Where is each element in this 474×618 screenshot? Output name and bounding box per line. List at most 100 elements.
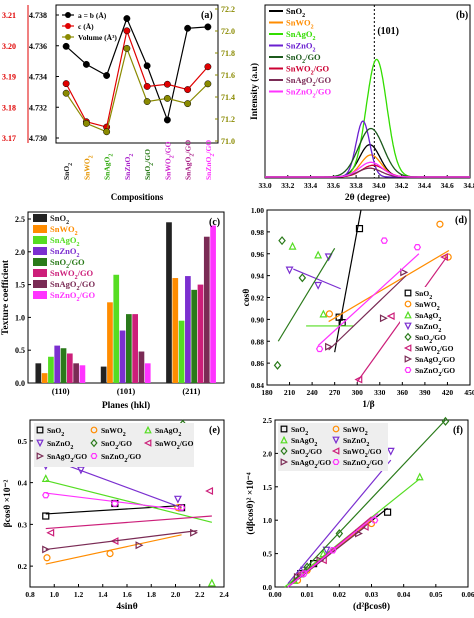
x-tick-label: SnAgO2: [103, 154, 115, 180]
x-axis-title: 4sinθ: [116, 602, 137, 612]
data-point: [82, 60, 90, 68]
legend-marker: [65, 34, 71, 40]
bar: [203, 236, 210, 383]
data-point: [123, 15, 131, 23]
xrd-peak-curve: [265, 167, 470, 178]
data-point: [354, 375, 363, 384]
y-tick-label: 2.0: [15, 248, 25, 257]
legend-label: c (Å): [78, 22, 94, 31]
fit-line: [287, 419, 446, 588]
data-point: [177, 504, 186, 511]
x-tick-label: 0.03: [365, 590, 378, 599]
legend-marker: [144, 425, 152, 434]
panel-label: (d): [455, 215, 467, 226]
y-tick-label: 1.00: [251, 206, 264, 215]
x-tick-label: 390: [419, 388, 431, 397]
bar: [172, 278, 179, 383]
x-tick-label: 34.2: [395, 181, 408, 190]
data-point: [184, 86, 192, 94]
y-tick-label-volume: 71.2: [221, 115, 235, 124]
legend-marker: [280, 425, 288, 433]
legend-marker: [90, 452, 98, 460]
legend-label: SnAgO2: [415, 311, 441, 323]
series-line: [65, 16, 208, 123]
data-point: [355, 529, 363, 538]
legend-box: [278, 423, 388, 471]
y-tick-label-c: 3.18: [2, 103, 16, 112]
y-tick-label: 0.90: [251, 315, 264, 324]
legend-swatch: [33, 280, 47, 288]
legend-marker: [404, 366, 412, 374]
data-point: [314, 250, 323, 259]
y-tick-label: 0.92: [251, 294, 264, 303]
x-axis-title: 2θ (degree): [345, 192, 390, 203]
data-point: [184, 100, 192, 108]
x-tick-label: 0.02: [333, 590, 346, 599]
plot-frame: [264, 4, 471, 179]
panel-b: 33.0 33.2 33.4 33.6 33.8 34.0 34.2 34.4 34.6 34.8…: [243, 0, 474, 205]
panel-label: (f): [453, 425, 463, 436]
data-point: [325, 342, 333, 351]
legend-label: SnWO2/GO: [286, 64, 330, 77]
xrd-peak-curve: [265, 144, 470, 178]
y-tick-label: 1.0: [15, 313, 25, 322]
legend-swatch: [33, 269, 47, 277]
series-line: [65, 28, 209, 128]
legend-label: SnAgO2/GO: [415, 355, 455, 367]
data-point: [163, 94, 171, 102]
bar: [35, 363, 42, 383]
x-tick-group: SnZnO2/GO: [204, 140, 216, 180]
legend-label: SnZnO2: [415, 322, 441, 334]
x-tick-label: 33.4: [304, 181, 317, 190]
legend-label: SnO2/GO: [291, 447, 322, 459]
x-axis-title: (d²βcosθ): [353, 601, 390, 612]
data-point: [316, 556, 325, 565]
legend-label: SnWO2/GO: [155, 439, 194, 451]
x-tick-label: 0.04: [397, 590, 410, 599]
x-tick-label: 270: [329, 388, 341, 397]
y-tick-label-ab: 4.730: [29, 134, 47, 143]
data-point: [62, 42, 70, 50]
legend-label: SnWO2: [286, 18, 314, 31]
data-point: [62, 89, 70, 97]
legend-swatch: [33, 247, 47, 255]
x-tick-label: 34.8: [463, 181, 474, 190]
x-tick-label: 210: [284, 388, 296, 397]
y-tick-label: 1.5: [15, 281, 25, 290]
x-tick-label: SnWO2: [82, 155, 94, 180]
legend-label: SnAgO2/GO: [50, 279, 95, 292]
bar: [66, 353, 73, 383]
bar: [54, 345, 61, 383]
data-point: [380, 237, 388, 244]
y-tick-label-volume: 71.6: [221, 71, 235, 80]
fit-line: [293, 268, 341, 290]
x-tick-label: 240: [306, 388, 318, 397]
legend-label: SnAgO2/GO: [47, 452, 87, 464]
x-tick-group: SnZnO2: [123, 154, 135, 180]
legend-marker: [404, 300, 412, 308]
data-point: [319, 309, 328, 318]
panel-label: (c): [209, 217, 220, 228]
y-tick-label: 0.0: [15, 379, 25, 388]
x-tick-label: SnO2/GO: [143, 149, 155, 180]
x-tick-label: 1.2: [74, 590, 84, 599]
x-tick-label: 34.6: [441, 181, 454, 190]
chart-d-svg: 180 210 240 270 300 330 360 390 420 450 0.84 0.86 0.…: [242, 206, 474, 410]
legend-label: SnWO2: [50, 224, 78, 237]
x-tick-group: SnWO2/GO: [163, 141, 175, 180]
data-point: [379, 314, 388, 323]
y-tick-label: 2.5: [15, 215, 25, 224]
y-tick-label: 0.86: [251, 359, 264, 368]
x-tick-label: (211): [182, 386, 200, 396]
x-tick-label: 300: [352, 388, 364, 397]
legend-label: SnZnO2: [47, 439, 73, 451]
fit-line: [317, 253, 420, 347]
x-tick-label: 0.8: [25, 590, 35, 599]
legend-label: SnO2: [291, 425, 308, 437]
legend-marker: [65, 12, 71, 18]
panel-label: (e): [209, 425, 220, 436]
x-tick-label: 450: [464, 388, 474, 397]
bar: [185, 276, 191, 383]
fit-line: [45, 515, 212, 530]
data-point: [315, 345, 324, 353]
